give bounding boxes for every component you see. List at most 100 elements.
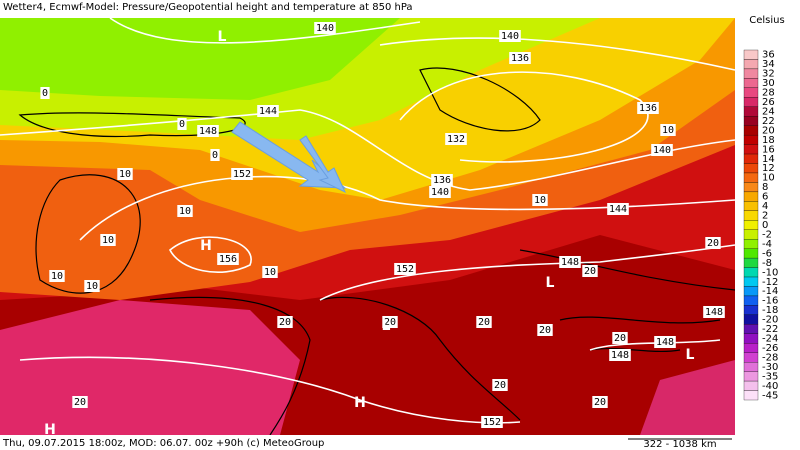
contour-label: 20 xyxy=(478,317,490,328)
legend-swatch xyxy=(743,314,759,325)
legend-swatch xyxy=(743,97,759,107)
legend-swatch xyxy=(743,125,759,136)
legend-label: -24 xyxy=(762,334,778,345)
legend-swatch xyxy=(743,78,759,88)
legend-swatch xyxy=(743,153,759,164)
legend-label: -14 xyxy=(762,286,778,297)
pressure-center: L xyxy=(686,347,695,363)
contour-label-box xyxy=(431,174,453,186)
contour-label-box xyxy=(49,270,65,282)
contour-label: 140 xyxy=(501,31,519,42)
contour-label: 20 xyxy=(594,397,606,408)
legend-label: -35 xyxy=(762,371,778,382)
legend-swatch xyxy=(743,362,759,372)
legend-swatch xyxy=(743,343,759,353)
legend-swatch xyxy=(743,201,759,211)
contour-label: 10 xyxy=(51,271,63,282)
contour-label: 10 xyxy=(534,195,546,206)
legend-label: -8 xyxy=(762,258,772,269)
flow-arrows xyxy=(231,121,347,194)
contour-label: 20 xyxy=(279,317,291,328)
contour-label: 0 xyxy=(42,88,48,99)
legend-swatch xyxy=(743,144,759,155)
contour-label: 0 xyxy=(212,150,218,161)
contour-label: 148 xyxy=(705,307,723,318)
pressure-centers: H H H L L L L xyxy=(44,29,694,438)
legend-label: -2 xyxy=(762,229,772,240)
legend-label: 14 xyxy=(762,154,775,165)
legend-swatch xyxy=(743,257,759,268)
legend-label: -20 xyxy=(762,315,778,326)
contour-label-box xyxy=(499,30,521,42)
contour-label-box xyxy=(217,253,239,265)
pressure-center: H xyxy=(354,395,366,411)
contour-label-box xyxy=(537,324,553,336)
legend-label: 8 xyxy=(762,182,768,193)
legend-swatch xyxy=(743,286,759,297)
pressure-center: L xyxy=(546,275,555,291)
contour-label-box xyxy=(117,168,133,180)
pressure-center: L xyxy=(218,29,227,45)
legend-label: -26 xyxy=(762,343,778,354)
contour-label-box xyxy=(559,256,581,268)
contour-label-box xyxy=(40,87,50,99)
contour-label: 144 xyxy=(259,106,277,117)
legend-swatch xyxy=(743,371,759,382)
pressure-center: H xyxy=(44,422,56,438)
contour-label-box xyxy=(382,316,398,328)
contour-label-box xyxy=(429,186,451,198)
legend-label: 12 xyxy=(762,163,775,174)
contour-label: 144 xyxy=(609,204,627,215)
contour-label-box xyxy=(592,396,608,408)
legend-label: 2 xyxy=(762,211,768,222)
contour-label-box xyxy=(476,316,492,328)
contour-label-box xyxy=(703,306,725,318)
legend-swatch xyxy=(743,295,759,306)
contour-label-box xyxy=(492,379,508,391)
legend-swatch xyxy=(743,106,759,117)
legend-label: -10 xyxy=(762,267,778,278)
legend-label: 32 xyxy=(762,69,775,80)
contour-label: 152 xyxy=(396,264,414,275)
legend-label: 28 xyxy=(762,88,775,99)
contour-label: 10 xyxy=(179,206,191,217)
contour-label: 10 xyxy=(86,281,98,292)
contour-label-box xyxy=(582,265,598,277)
legend-label: 10 xyxy=(762,173,775,184)
legend-label: 30 xyxy=(762,78,775,89)
contour-label: 20 xyxy=(584,266,596,277)
legend-label: -45 xyxy=(762,390,778,401)
contour-label: 10 xyxy=(264,267,276,278)
field-pink-east xyxy=(640,360,735,435)
contour-label: 20 xyxy=(384,317,396,328)
legend-swatch xyxy=(743,87,759,98)
legend-swatch xyxy=(743,210,759,221)
legend-label: -12 xyxy=(762,277,778,288)
contour-label: 20 xyxy=(494,380,506,391)
contour-label-box xyxy=(609,349,631,361)
contour-label-box xyxy=(394,263,416,275)
contour-label: 136 xyxy=(511,53,529,64)
legend-label: 22 xyxy=(762,116,775,127)
legend-swatch xyxy=(743,380,759,391)
legend-swatch xyxy=(743,134,759,145)
title: Wetter4, Ecmwf-Model: Pressure/Geopotent… xyxy=(3,2,413,13)
legend-swatch xyxy=(743,163,759,174)
contour-label-box xyxy=(654,336,676,348)
legend-label: -22 xyxy=(762,324,778,335)
contour-label-box xyxy=(651,144,673,156)
legend-swatch xyxy=(743,49,759,60)
legend-swatch xyxy=(743,305,759,316)
contour-label: 20 xyxy=(707,238,719,249)
contour-label-box xyxy=(262,266,278,278)
contour-label-box xyxy=(705,237,721,249)
contour-label-box xyxy=(612,332,628,344)
legend-unit: Celsius xyxy=(749,15,784,26)
legend-label: -30 xyxy=(762,362,778,373)
title-bar xyxy=(0,0,470,14)
legend-swatch xyxy=(743,248,759,259)
contour-label-box xyxy=(177,205,193,217)
contour-label-box xyxy=(660,124,676,136)
contour-label-box xyxy=(445,133,467,145)
contour-label-box xyxy=(210,149,220,161)
